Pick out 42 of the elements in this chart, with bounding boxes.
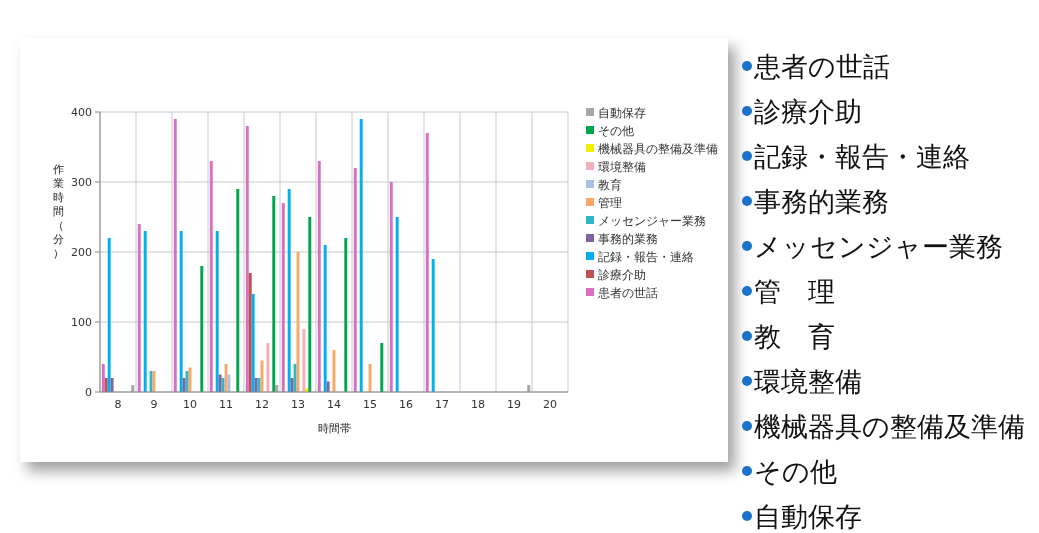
- x-tick-label: 10: [183, 398, 197, 411]
- annotation: メッセンジャー業務: [754, 231, 1003, 262]
- annotation: 診療介助: [754, 96, 862, 127]
- y-tick-label: 300: [71, 176, 92, 189]
- x-tick-label: 17: [435, 398, 449, 411]
- x-tick-label: 13: [291, 398, 305, 411]
- x-tick-label: 19: [507, 398, 521, 411]
- annotation: 記録・報告・連絡: [754, 141, 970, 172]
- y-tick-label: 400: [71, 106, 92, 119]
- x-tick-label: 15: [363, 398, 377, 411]
- legend-label: 事務的業務: [598, 231, 658, 246]
- legend-label: 患者の世話: [598, 285, 658, 300]
- x-tick-label: 11: [219, 398, 233, 411]
- annotation: 事務的業務: [754, 186, 889, 217]
- annotation: 自動保存: [754, 501, 862, 532]
- legend-label: 記録・報告・連絡: [598, 249, 694, 264]
- x-tick-label: 12: [255, 398, 269, 411]
- x-axis-title: 時間帯: [317, 422, 351, 435]
- legend-label: 診療介助: [598, 267, 646, 282]
- legend-label: 自動保存: [598, 105, 646, 120]
- x-tick-label: 20: [543, 398, 557, 411]
- x-tick-label: 8: [114, 398, 122, 411]
- y-tick-label: 100: [71, 316, 92, 329]
- y-tick-label: 200: [71, 246, 92, 259]
- annotation: その他: [754, 456, 837, 487]
- y-axis-title: 作業時間（分）: [52, 163, 64, 260]
- annotation: 環境整備: [754, 366, 862, 397]
- annotation: 機械器具の整備及準備: [754, 411, 1025, 442]
- legend-label: その他: [598, 123, 634, 138]
- annotation: 患者の世話: [754, 51, 890, 82]
- legend-label: 管理: [598, 195, 622, 210]
- legend-label: メッセンジャー業務: [598, 213, 706, 228]
- x-tick-label: 14: [327, 398, 341, 411]
- legend-label: 機械器具の整備及準備: [598, 141, 718, 156]
- legend-label: 環境整備: [598, 159, 646, 174]
- annotation: 教 育: [754, 321, 835, 352]
- y-tick-label: 0: [85, 386, 92, 399]
- x-tick-label: 16: [399, 398, 413, 411]
- x-tick-label: 9: [150, 398, 158, 411]
- annotation: 管 理: [754, 276, 835, 307]
- x-tick-label: 18: [471, 398, 485, 411]
- legend-label: 教育: [598, 177, 622, 192]
